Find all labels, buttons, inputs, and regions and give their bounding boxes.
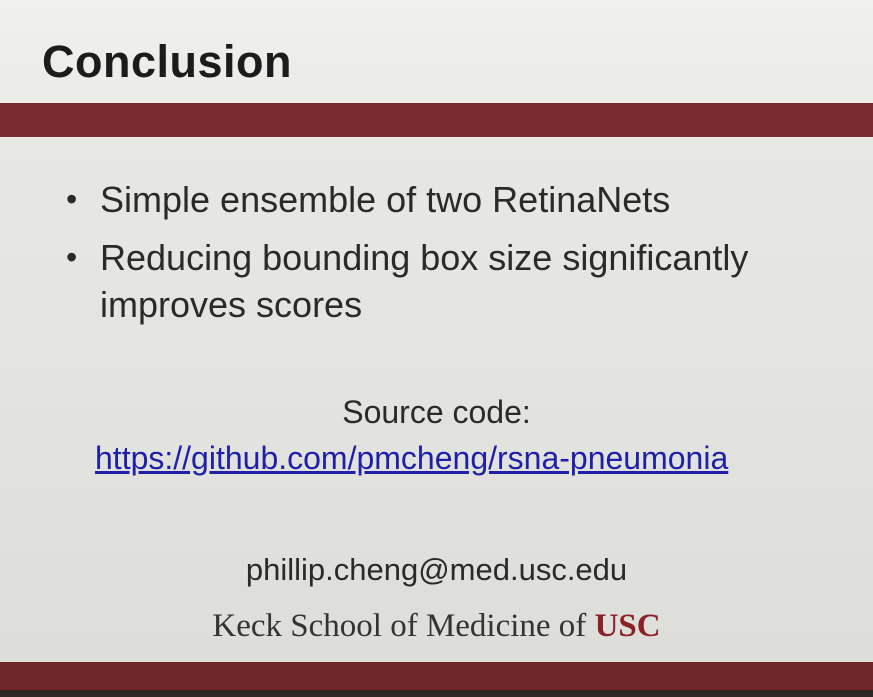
author-email: phillip.cheng@med.usc.edu [245, 552, 628, 587]
title-area: Conclusion [0, 0, 873, 104]
slide-title: Conclusion [42, 36, 292, 87]
logo-usc: USC [594, 608, 661, 644]
source-code-label: Source code: [342, 394, 531, 430]
bottom-band [0, 662, 873, 690]
bullet-item: • Simple ensemble of two RetinaNets [62, 176, 842, 223]
bullet-item: • Reducing bounding box size significant… [62, 234, 842, 328]
bullet-list: • Simple ensemble of two RetinaNets • Re… [62, 176, 842, 339]
bullet-dot-icon: • [66, 181, 78, 217]
top-band [0, 103, 873, 137]
screen-bottom-edge [0, 690, 873, 697]
bullet-dot-icon: • [66, 239, 78, 275]
source-code-link[interactable]: https://github.com/pmcheng/rsna-pneumoni… [95, 440, 729, 476]
bullet-text: Simple ensemble of two RetinaNets [100, 179, 671, 220]
keck-school-logo: Keck School of Medicine of USC [0, 608, 873, 645]
bullet-text: Reducing bounding box size significantly… [100, 237, 749, 325]
logo-text: Keck School of Medicine of [212, 608, 595, 644]
